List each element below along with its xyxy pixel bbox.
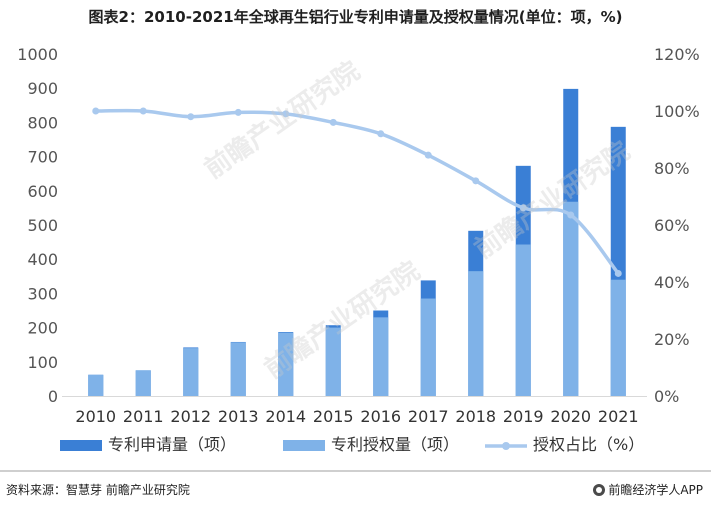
bar-grant [88,374,104,396]
brand-logo-icon [593,483,606,496]
ratio-point [424,151,432,159]
ratio-point [567,211,575,219]
legend-label-grant: 专利授权量（项） [331,435,459,454]
x-tick-label: 2012 [170,407,211,426]
bar-grant [420,298,436,396]
bar-grant [373,317,389,396]
y-left-tick-label: 0 [48,387,58,406]
y-left-tick-label: 600 [27,182,58,201]
y-right-tick-label: 40% [654,273,690,292]
ratio-point [614,269,622,277]
x-tick-label: 2014 [265,407,306,426]
x-tick-label: 2016 [360,407,401,426]
chart-title: 图表2：2010-2021年全球再生铝行业专利申请量及授权量情况(单位：项，%) [88,8,623,26]
y-right-tick-label: 0% [654,387,679,406]
y-right-tick-label: 20% [654,330,690,349]
ratio-point [139,107,147,115]
x-tick-label: 2010 [75,407,116,426]
ratio-point [472,177,480,185]
y-left-tick-label: 900 [27,79,58,98]
footer: 资料来源：智慧芽 前瞻产业研究院 前瞻经济学人APP [0,470,711,510]
x-tick-label: 2013 [218,407,259,426]
legend-label-ratio: 授权占比（%） [533,435,644,454]
bar-grant [278,332,294,396]
bar-grant [325,327,341,396]
bar-grant [610,279,626,396]
y-left-tick-label: 100 [27,353,58,372]
bar-grant [515,244,531,396]
y-left-tick-label: 700 [27,148,58,167]
y-right-tick-label: 120% [654,45,700,64]
y-right-tick-label: 80% [654,159,690,178]
ratio-line [95,108,620,275]
y-left-tick-label: 400 [27,250,58,269]
bar-grant [183,348,199,396]
y-right-tick-label: 60% [654,216,690,235]
ratio-point [187,113,195,121]
ratio-point [519,204,527,212]
y-left-tick-label: 200 [27,319,58,338]
y-left-tick-label: 500 [27,216,58,235]
brand: 前瞻经济学人APP [593,481,703,498]
ratio-point [92,107,100,115]
bar-grant [230,342,246,396]
y-right-tick-label: 100% [654,102,700,121]
legend-swatch-ratio-marker [502,442,510,450]
ratio-point [377,130,385,138]
source-note: 资料来源：智慧芽 前瞻产业研究院 [6,483,190,497]
x-tick-label: 2011 [123,407,164,426]
legend-swatch-grant [283,440,325,451]
x-tick-label: 2018 [455,407,496,426]
x-tick-label: 2015 [313,407,354,426]
bar-grant [468,271,484,396]
bar-grant [135,370,151,396]
y-left-tick-label: 1000 [17,45,58,64]
ratio-point [234,108,242,116]
x-tick-label: 2017 [408,407,449,426]
y-left-tick-label: 300 [27,284,58,303]
ratio-point [329,118,337,126]
legend-label-application: 专利申请量（项） [108,435,236,454]
x-tick-label: 2020 [550,407,591,426]
bar-grant [563,201,579,396]
chart-area: 0 100 200 300 400 500 600 700 800 900 1000 0% 20% 40%… [17,45,700,454]
ratio-point [282,110,290,118]
x-tick-label: 2021 [598,407,639,426]
brand-label: 前瞻经济学人APP [608,483,703,497]
legend-swatch-application [60,440,102,451]
x-tick-label: 2019 [503,407,544,426]
y-left-tick-label: 800 [27,113,58,132]
